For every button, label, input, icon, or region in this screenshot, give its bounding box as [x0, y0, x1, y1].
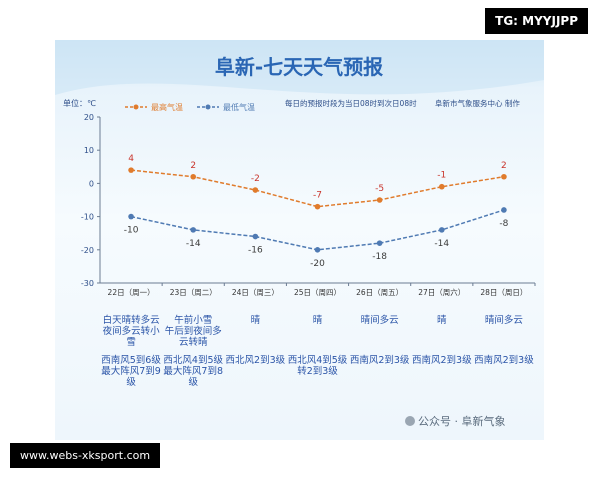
y-tick-label: 20 [84, 113, 94, 122]
wind-text: 西北风2到3级 [226, 354, 286, 366]
x-tick-label: 23日（周二） [170, 288, 217, 297]
x-tick-label: 27日（周六） [418, 287, 465, 297]
data-point-high [128, 167, 134, 173]
data-label-high: -1 [437, 171, 446, 181]
y-tick-label: -30 [81, 279, 94, 288]
wind-text: 西南风2到3级 [412, 354, 472, 366]
data-label-high: -5 [375, 184, 384, 194]
data-label-low: -14 [434, 239, 449, 249]
x-tick-label: 26日（周五） [356, 288, 403, 297]
legend-marker-low [205, 104, 211, 110]
data-label-low: -16 [248, 246, 263, 256]
tg-badge: TG: MYYJJPP [485, 8, 588, 34]
unit-label: 单位：℃ [63, 98, 96, 108]
wind-text: 西南风2到3级 [474, 354, 534, 366]
wind-text: 西北风4到5级 [288, 354, 348, 366]
weather-text: 云转晴 [179, 336, 208, 348]
data-point-low [438, 227, 445, 233]
x-tick-label: 22日（周一） [108, 288, 155, 297]
weather-text: 白天晴转多云 [103, 314, 160, 326]
legend-marker-high [133, 104, 139, 110]
footer-brand: 公众号 · 阜新气象 [418, 414, 506, 428]
weather-text: 晴间多云 [361, 314, 399, 326]
data-label-high: 2 [501, 161, 507, 171]
data-point-low [190, 227, 197, 233]
data-label-high: 4 [128, 154, 134, 164]
x-tick-label: 25日（周四） [294, 288, 341, 297]
data-label-low: -8 [499, 219, 508, 229]
data-point-low [314, 247, 321, 253]
wind-text: 最大阵风7到9 [101, 365, 161, 377]
data-point-low [376, 240, 383, 246]
credit-text: 阜新市气象服务中心 制作 [435, 98, 520, 108]
page-title: 阜新-七天天气预报 [215, 55, 383, 79]
data-label-low: -20 [310, 259, 325, 269]
forecast-note: 每日的预报时段为当日08时到次日08时 [285, 98, 417, 108]
wind-text: 西北风4到5级 [163, 354, 223, 366]
x-tick-label: 28日（周日） [480, 288, 527, 297]
data-point-high [376, 197, 383, 203]
data-label-high: -2 [251, 174, 260, 184]
wind-text: 转2到3级 [297, 365, 338, 377]
wind-text: 西南风5到6级 [101, 354, 161, 366]
y-tick-label: 0 [89, 179, 94, 188]
decor-wave [55, 40, 544, 95]
url-watermark[interactable]: www.webs-xksport.com [10, 443, 161, 468]
legend-label-low: 最低气温 [223, 102, 255, 112]
wind-text: 级 [126, 376, 136, 388]
wind-text: 最大阵风7到8 [163, 365, 223, 377]
wind-text: 级 [188, 376, 198, 388]
x-tick-label: 24日（周三） [232, 288, 279, 297]
weather-text: 晴间多云 [485, 314, 523, 326]
weather-text: 夜间多云转小 [103, 325, 161, 337]
legend-label-high: 最高气温 [151, 102, 183, 112]
data-label-low: -18 [372, 252, 387, 262]
weather-text: 晴 [251, 314, 261, 326]
data-point-low [501, 207, 507, 213]
weather-text: 午后到夜间多 [165, 325, 222, 337]
y-tick-label: -10 [81, 213, 94, 222]
data-label-high: -7 [313, 191, 322, 201]
data-point-high [252, 187, 259, 193]
y-tick-label: 10 [84, 146, 94, 155]
wechat-icon [405, 416, 415, 426]
forecast-card: 阜新-七天天气预报单位：℃ 每日的预报时段为当日08时到次日08时 阜新市气象服务中… [55, 40, 544, 440]
data-label-low: -10 [124, 226, 139, 236]
weather-text: 晴 [313, 314, 323, 326]
weather-text: 晴 [437, 314, 447, 326]
wind-text: 西南风2到3级 [350, 354, 410, 366]
data-point-high [438, 183, 445, 190]
data-point-low [128, 213, 134, 220]
weather-text: 午前小雪 [174, 314, 212, 326]
data-point-low [252, 233, 259, 240]
series-line-high [130, 169, 505, 208]
weather-text: 雪 [126, 337, 136, 348]
data-point-high [190, 173, 197, 180]
y-tick-label: -20 [81, 246, 94, 255]
data-point-high [501, 173, 507, 180]
data-point-high [314, 203, 321, 210]
data-label-high: 2 [190, 161, 196, 171]
data-label-low: -14 [186, 239, 201, 249]
